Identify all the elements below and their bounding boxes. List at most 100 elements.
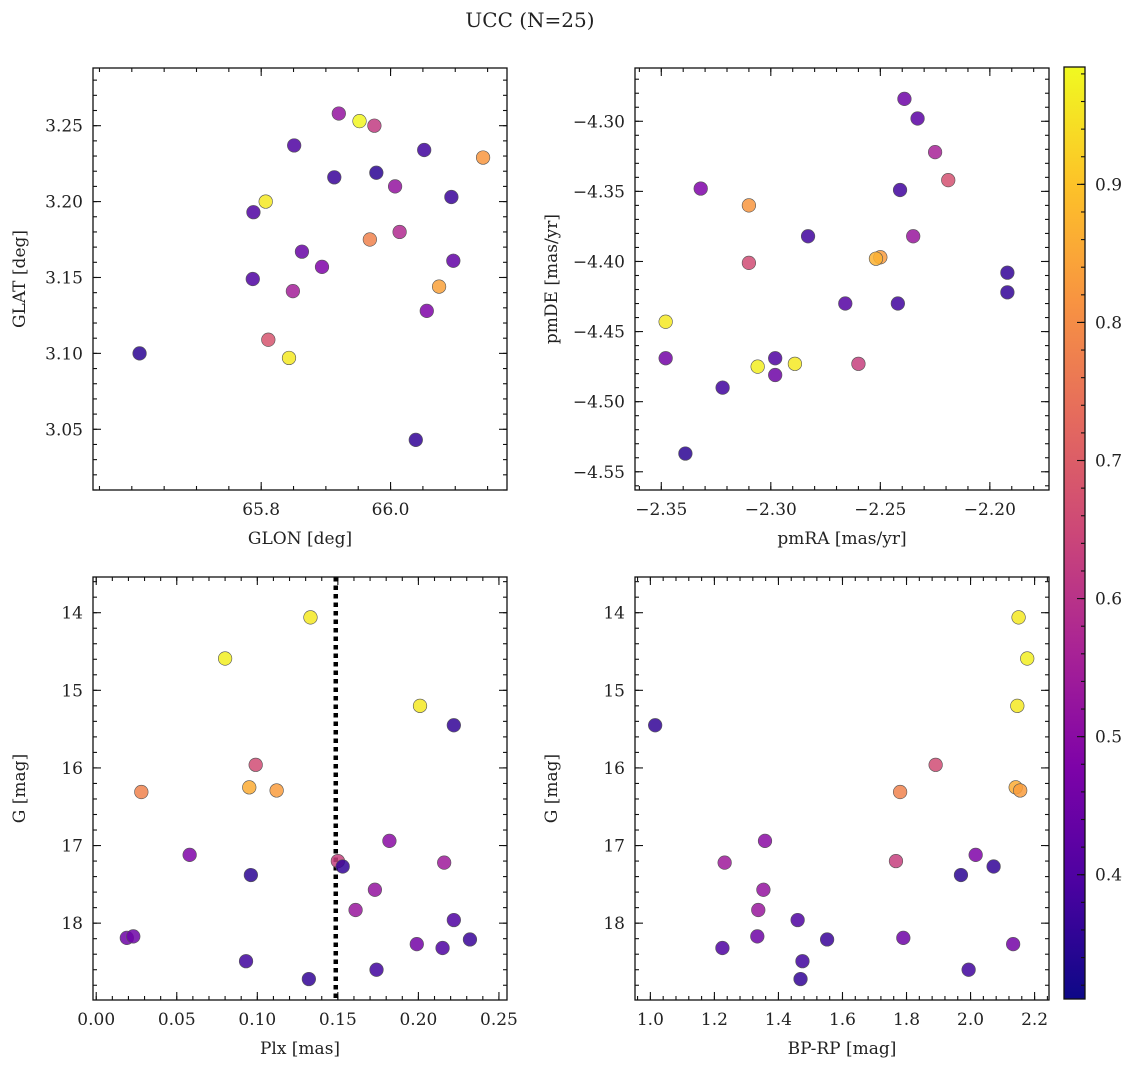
scatter-point (787, 356, 803, 371)
scatter-point (1013, 783, 1028, 798)
scatter-point (941, 173, 956, 188)
scatter-point (793, 971, 808, 987)
scatter-point (678, 446, 693, 461)
scatter-point (892, 182, 908, 198)
y-tick-label: 16 (61, 759, 83, 779)
scatter-point (134, 784, 149, 800)
scatter-point (387, 179, 403, 194)
scatter-point (301, 971, 316, 987)
x-axis-label: pmRA [mas/yr] (777, 529, 906, 549)
x-tick-label: 2.2 (1021, 1010, 1048, 1030)
scatter-point (928, 757, 943, 772)
scatter-point (968, 847, 983, 862)
scatter-point (245, 271, 260, 287)
y-tick-label: 16 (603, 759, 625, 779)
y-tick-label: 3.05 (45, 420, 83, 440)
scatter-point (331, 106, 346, 121)
colorbar-tick-label: 0.8 (1095, 313, 1122, 333)
scatter-point (1010, 698, 1025, 713)
scatter-point (419, 303, 434, 318)
scatter-point (756, 882, 771, 897)
x-tick-label: 2.0 (957, 1010, 984, 1030)
y-tick-label: 14 (61, 604, 83, 624)
colorbar-tick-label: 0.5 (1095, 728, 1122, 748)
axes-frame (634, 67, 1050, 491)
y-tick-label: 3.20 (45, 193, 83, 213)
scatter-point (890, 296, 905, 311)
scatter-point (435, 940, 450, 956)
scatter-point (715, 940, 730, 956)
scatter-point (851, 356, 866, 371)
scatter-point (303, 610, 318, 625)
x-tick-label: 0.05 (158, 1010, 196, 1030)
x-axis-label: Plx [mas] (260, 1039, 340, 1059)
scatter-point (335, 859, 350, 874)
scatter-point (475, 150, 491, 165)
x-tick-label: −2.35 (635, 500, 687, 520)
scatter-point (446, 718, 461, 733)
x-tick-label: 65.8 (242, 500, 280, 520)
scatter-point (693, 181, 708, 196)
scatter-point (392, 224, 407, 240)
axes-frame (92, 576, 508, 1001)
scatter-point (369, 165, 384, 180)
y-axis-label: GLAT [deg] (10, 230, 30, 328)
panel-1: 65.8 66.0 3.05 3.10 3.15 3.20 3.25 GLON [deg] GL… (10, 67, 508, 549)
y-tick-label: −4.40 (573, 252, 625, 272)
scatter-point (126, 929, 141, 944)
x-tick-label: 1.8 (893, 1010, 920, 1030)
scatter-point (868, 251, 884, 266)
scatter-point (243, 867, 258, 883)
scatter-point (838, 296, 853, 311)
x-tick-label: −2.20 (964, 500, 1016, 520)
scatter-point (750, 359, 765, 374)
colorbar-tick-label: 0.6 (1095, 590, 1122, 610)
scatter-point (261, 332, 276, 347)
scatter-point (248, 757, 263, 772)
scatter-point (906, 229, 921, 244)
scatter-point (750, 929, 765, 944)
panel-4: 1.0 1.2 1.4 1.6 1.8 2.0 2.2 14 15 16 17 18 BP-RP [ma… (542, 576, 1050, 1059)
axes-frame (634, 576, 1050, 1001)
scatter-point (431, 279, 447, 294)
x-tick-label: −2.30 (745, 500, 797, 520)
scatter-point (382, 833, 397, 848)
scatter-point (281, 350, 297, 366)
y-tick-label: 15 (61, 681, 83, 701)
scatter-point (715, 380, 730, 395)
scatter-point (132, 346, 147, 361)
colorbar-tick-label: 0.9 (1095, 175, 1122, 195)
y-tick-label: 18 (61, 914, 83, 934)
x-tick-label: 1.6 (829, 1010, 856, 1030)
x-tick-label: −2.25 (854, 500, 906, 520)
scatter-point (658, 314, 673, 329)
y-tick-label: 3.10 (45, 344, 83, 364)
scatter-point (182, 847, 197, 862)
x-tick-label: 0.20 (399, 1010, 437, 1030)
scatter-point (910, 111, 925, 126)
scatter-point (1011, 610, 1026, 625)
y-tick-label: 14 (603, 604, 625, 624)
y-tick-label: −4.35 (573, 182, 625, 202)
scatter-point (953, 867, 969, 883)
axes-frame (92, 67, 508, 491)
y-axis-label: G [mag] (542, 754, 562, 823)
scatter-point (242, 780, 257, 795)
scatter-point (961, 962, 976, 977)
scatter-point (437, 855, 452, 870)
x-tick-label: 0.10 (238, 1010, 276, 1030)
scatter-point (927, 145, 943, 160)
colorbar-tick-label: 0.4 (1095, 866, 1122, 886)
scatter-point (444, 189, 459, 205)
y-tick-label: 17 (61, 837, 83, 857)
scatter-point (362, 232, 377, 247)
scatter-point (409, 937, 424, 952)
scatter-point (369, 962, 384, 977)
scatter-point (768, 351, 783, 366)
x-axis-label: BP-RP [mag] (788, 1039, 897, 1059)
scatter-point (800, 229, 816, 244)
scatter-point (897, 91, 912, 106)
y-axis-label: G [mag] (10, 754, 30, 823)
y-tick-label: −4.45 (573, 323, 625, 343)
